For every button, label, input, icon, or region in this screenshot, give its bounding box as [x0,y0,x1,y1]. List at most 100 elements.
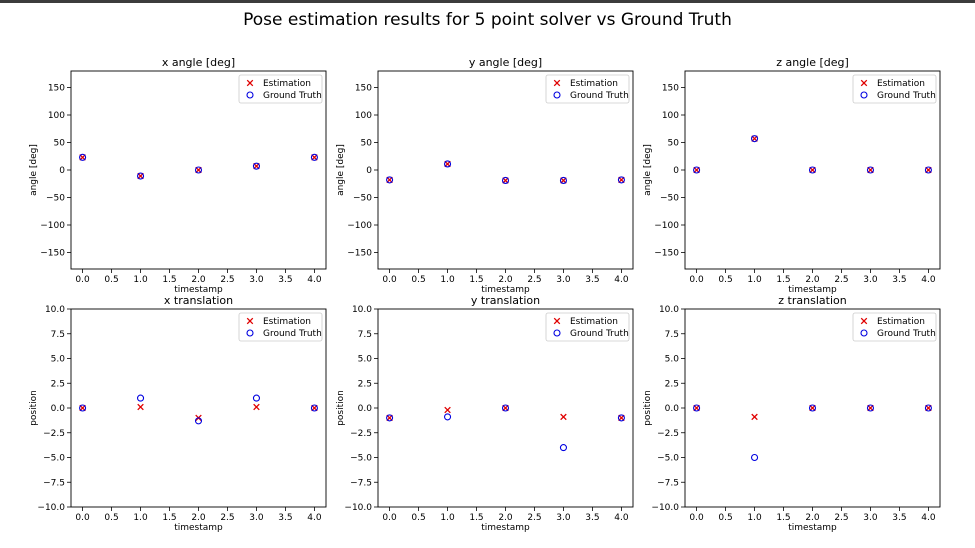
x-axis-label: timestamp [788,285,837,295]
subplot-title: z translation [778,294,846,307]
x-axis-label: timestamp [174,523,223,533]
y-tick-label: 5.0 [665,355,680,365]
y-tick-label: 100 [355,111,372,121]
legend-estimation-marker [246,79,254,87]
subplot-title: y angle [deg] [469,56,542,69]
legend-box [238,312,323,342]
legend-label: Estimation [263,317,311,327]
y-tick-label: −50 [46,194,65,204]
legend: Estimation Ground Truth [545,312,630,342]
ground-truth-point [443,413,452,421]
y-tick-label: −5.0 [350,454,372,464]
y-axis-label: position [643,390,653,426]
x-tick-label: 3.0 [863,275,878,285]
ground-truth-point [310,404,318,412]
x-tick-label: 2.0 [498,513,513,523]
legend-label: Estimation [570,79,618,89]
x-tick-label: 1.0 [747,275,762,285]
subplot-3: z angle [deg] 0.0 0.5 1.0 1.5 2.0 2.5 3.0 3.5 4.0… [643,56,941,295]
x-tick-label: 1.5 [776,275,790,285]
y-tick-label: −150 [40,249,65,259]
ground-truth-point [310,153,318,161]
y-tick-label: −150 [347,249,372,259]
estimation-point-stroke-b [253,403,260,411]
y-tick-label: −5.0 [657,454,679,464]
ground-truth-point [559,176,568,184]
legend-ground-truth-marker [246,329,254,337]
estimation-point-stroke-b [444,406,451,414]
y-axis-label: angle [deg] [643,144,653,196]
ground-truth-point [693,166,701,174]
y-axis-label: position [336,390,346,426]
estimation-point [137,403,144,411]
y-tick-label: −100 [347,221,372,231]
x-tick-label: 2.5 [220,275,234,285]
x-axis-label: timestamp [481,285,530,295]
y-tick-label: 100 [662,111,679,121]
y-tick-label: −50 [660,194,679,204]
x-tick-label: 0.5 [718,275,732,285]
y-tick-label: 7.5 [51,330,65,340]
ground-truth-point [252,394,261,402]
y-tick-label: −2.5 [350,429,372,439]
ground-truth-point [808,166,817,174]
y-tick-label: 2.5 [51,379,65,389]
y-tick-label: −7.5 [43,478,65,488]
ground-truth-point [501,404,510,412]
y-tick-label: −10.0 [651,503,679,513]
y-tick-label: 0.0 [358,404,373,414]
y-axis-label: angle [deg] [336,144,346,196]
subplot-4: x translation 0.0 0.5 1.0 1.5 2.0 2.5 3.0 3.5 4.0… [29,294,327,533]
y-tick-label: 150 [355,84,372,94]
x-tick-label: 2.0 [191,275,206,285]
x-tick-label: 2.5 [220,513,234,523]
legend: Estimation Ground Truth [238,312,323,342]
y-tick-label: −150 [654,249,679,259]
x-tick-label: 3.5 [585,275,599,285]
y-tick-label: 7.5 [665,330,679,340]
x-tick-label: 1.5 [469,275,483,285]
x-tick-label: 3.5 [278,513,292,523]
legend: Estimation Ground Truth [852,312,937,342]
estimation-point [751,413,758,421]
ground-truth-point [136,394,145,402]
ground-truth-point [693,404,701,412]
y-tick-label: −100 [654,221,679,231]
ground-truth-point [501,176,510,184]
legend-label: Estimation [570,317,618,327]
x-tick-label: 2.5 [527,275,541,285]
x-axis-label: timestamp [481,523,530,533]
legend: Estimation Ground Truth [545,74,630,104]
ground-truth-point [750,453,759,462]
subplot-title: x translation [164,294,233,307]
ground-truth-point [443,160,452,168]
x-tick-label: 3.5 [278,275,292,285]
x-tick-label: 1.5 [469,513,483,523]
x-tick-label: 4.0 [614,275,629,285]
y-tick-label: 2.5 [358,379,372,389]
x-tick-label: 1.0 [440,275,455,285]
x-tick-label: 1.0 [133,513,148,523]
ground-truth-point [866,166,875,174]
ground-truth-point [79,153,87,161]
y-tick-label: 50 [361,139,373,149]
ground-truth-point [808,404,817,412]
legend-box [852,312,937,342]
legend-box [852,74,937,104]
y-tick-label: −10.0 [37,503,65,513]
x-tick-label: 4.0 [921,513,936,523]
legend-label: Estimation [877,317,925,327]
x-tick-label: 3.5 [892,513,906,523]
ground-truth-point [617,414,625,422]
ground-truth-point [386,176,394,184]
y-tick-label: 2.5 [665,379,679,389]
legend-label: Estimation [263,79,311,89]
y-tick-label: 7.5 [358,330,372,340]
x-tick-label: 3.0 [863,513,878,523]
x-axis-label: timestamp [174,285,223,295]
legend: Estimation Ground Truth [852,74,937,104]
y-tick-label: 0 [673,166,679,176]
legend-box [545,74,630,104]
y-tick-label: 150 [48,84,65,94]
ground-truth-point [386,414,394,422]
